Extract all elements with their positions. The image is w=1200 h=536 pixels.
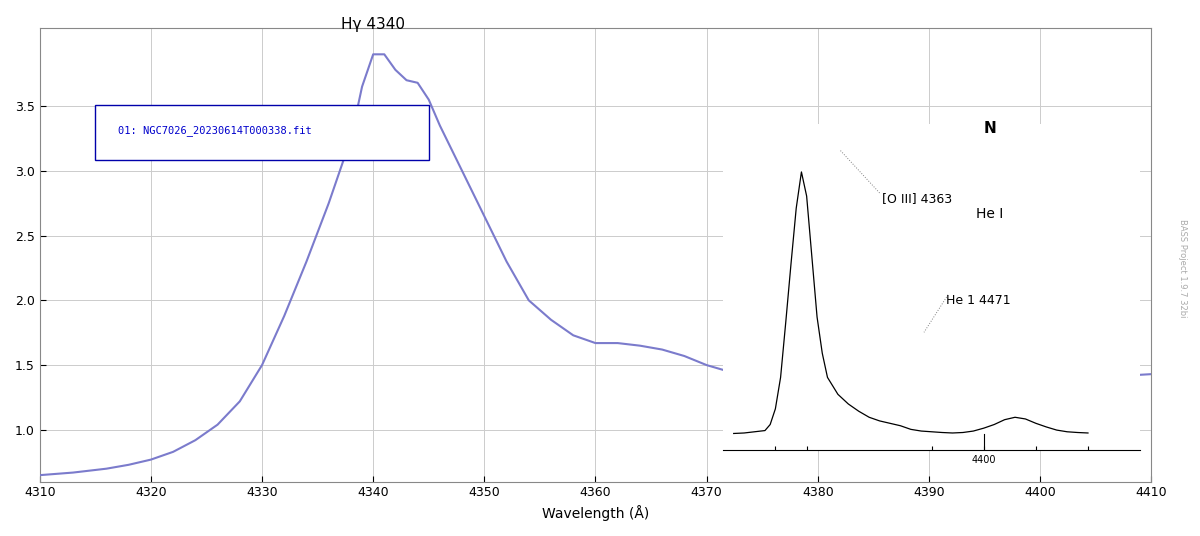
Text: BASS Project 1.9.7 32bi: BASS Project 1.9.7 32bi xyxy=(1177,219,1187,317)
FancyBboxPatch shape xyxy=(95,106,428,160)
Text: 01: NGC7026_20230614T000338.fit: 01: NGC7026_20230614T000338.fit xyxy=(118,125,311,136)
Text: N: N xyxy=(984,121,996,136)
X-axis label: Wavelength (Å): Wavelength (Å) xyxy=(542,505,649,521)
Text: He 1 4471: He 1 4471 xyxy=(946,294,1010,307)
Text: He I: He I xyxy=(977,207,1003,221)
Text: [O III] 4363: [O III] 4363 xyxy=(882,192,952,205)
Text: Hγ 4340: Hγ 4340 xyxy=(341,17,406,32)
